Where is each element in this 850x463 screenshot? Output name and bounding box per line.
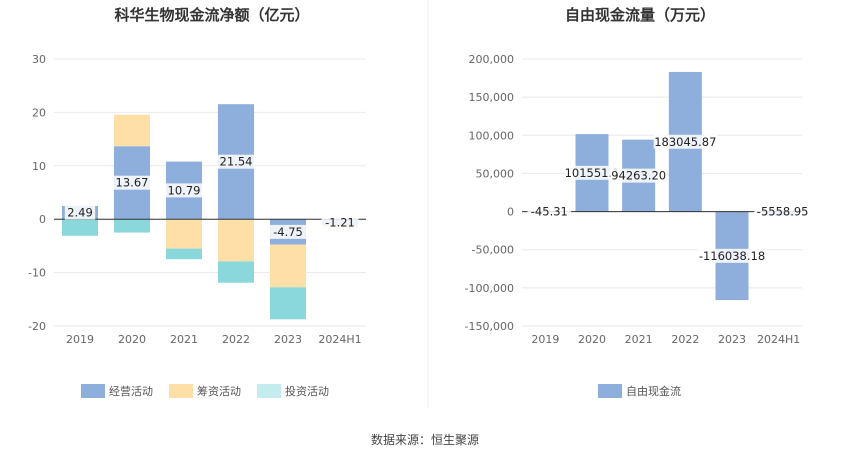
data-label: 94263.20 bbox=[611, 169, 666, 183]
data-label: 10.79 bbox=[168, 183, 201, 197]
x-tick-label: 2023 bbox=[274, 333, 302, 346]
legend-label-operating[interactable]: 经营活动 bbox=[109, 384, 153, 398]
legend-label-investing[interactable]: 投资活动 bbox=[285, 384, 329, 398]
y-tick-label: 20 bbox=[32, 106, 46, 119]
legend-label-financing[interactable]: 筹资活动 bbox=[197, 384, 241, 398]
bar-投资活动-2019[interactable] bbox=[62, 219, 98, 236]
chart-title: 科华生物现金流净额（亿元） bbox=[114, 6, 309, 24]
y-tick-label: 30 bbox=[32, 53, 46, 66]
bar-筹资活动-2023[interactable] bbox=[270, 245, 306, 288]
data-label: -4.75 bbox=[273, 225, 303, 239]
x-tick-label: 2022 bbox=[222, 333, 250, 346]
y-tick-label: 100,000 bbox=[469, 129, 515, 142]
bar-筹资活动-2021[interactable] bbox=[166, 219, 202, 248]
data-label: 13.67 bbox=[116, 176, 149, 190]
data-label: 183045.87 bbox=[654, 135, 716, 149]
x-tick-label: 2024H1 bbox=[757, 333, 800, 346]
data-label: 21.54 bbox=[220, 155, 253, 169]
y-tick-label: 0 bbox=[507, 206, 514, 219]
legend-swatch-investing[interactable] bbox=[257, 384, 281, 398]
x-tick-label: 2023 bbox=[718, 333, 746, 346]
bar-投资活动-2020[interactable] bbox=[114, 219, 150, 232]
x-tick-label: 2020 bbox=[578, 333, 606, 346]
bar-筹资活动-2022[interactable] bbox=[218, 219, 254, 261]
data-label: -45.31 bbox=[531, 205, 568, 219]
bar-投资活动-2021[interactable] bbox=[166, 249, 202, 260]
data-source: 数据来源：恒生聚源 bbox=[371, 432, 479, 447]
x-tick-label: 2024H1 bbox=[318, 333, 361, 346]
x-tick-label: 2019 bbox=[531, 333, 559, 346]
data-label: 2.49 bbox=[67, 206, 93, 220]
y-tick-label: -100,000 bbox=[465, 282, 514, 295]
data-label: -116038.18 bbox=[699, 249, 765, 263]
chart-title: 自由现金流量（万元） bbox=[565, 6, 715, 24]
legend-swatch-financing[interactable] bbox=[169, 384, 193, 398]
bar-投资活动-2022[interactable] bbox=[218, 261, 254, 282]
x-tick-label: 2022 bbox=[671, 333, 699, 346]
chart-free-cash-flow: 自由现金流量（万元） 200,000 150,000 100,000 50,000 0 -… bbox=[465, 6, 812, 398]
y-tick-label: -150,000 bbox=[465, 320, 514, 333]
bar-筹资活动-2020[interactable] bbox=[114, 115, 150, 147]
x-tick-label: 2021 bbox=[625, 333, 653, 346]
legend-label-free-cash-flow[interactable]: 自由现金流 bbox=[626, 384, 681, 398]
data-label: -5558.95 bbox=[757, 205, 809, 219]
y-tick-label: 0 bbox=[39, 213, 46, 226]
y-tick-label: -50,000 bbox=[472, 244, 514, 257]
legend-swatch-operating[interactable] bbox=[81, 384, 105, 398]
y-tick-label: -10 bbox=[28, 267, 46, 280]
chart-cash-flow-net: 科华生物现金流净额（亿元） 30 20 10 0 -10 -20 2019 2020 2021 2… bbox=[28, 6, 366, 398]
y-tick-label: 10 bbox=[32, 160, 46, 173]
y-tick-label: 50,000 bbox=[476, 167, 515, 180]
x-tick-label: 2020 bbox=[118, 333, 146, 346]
x-tick-label: 2019 bbox=[66, 333, 94, 346]
y-tick-label: 150,000 bbox=[469, 91, 515, 104]
y-tick-label: -20 bbox=[28, 320, 46, 333]
x-tick-label: 2021 bbox=[170, 333, 198, 346]
legend: 自由现金流 bbox=[598, 384, 681, 398]
legend-swatch-free-cash-flow[interactable] bbox=[598, 384, 622, 398]
bar-投资活动-2023[interactable] bbox=[270, 287, 306, 319]
data-label: -1.21 bbox=[325, 215, 355, 229]
legend: 经营活动 筹资活动 投资活动 bbox=[81, 384, 329, 398]
y-tick-label: 200,000 bbox=[469, 53, 515, 66]
